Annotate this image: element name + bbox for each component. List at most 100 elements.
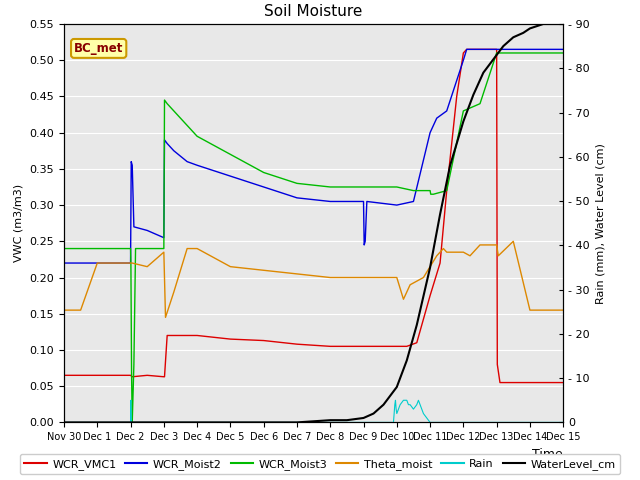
WCR_Moist2 bbox=[183, 159, 191, 165]
WCR_VMC1 bbox=[493, 47, 500, 52]
WCR_Moist2 bbox=[476, 47, 484, 52]
WCR_VMC1 bbox=[127, 372, 134, 378]
WCR_Moist2 bbox=[130, 224, 138, 230]
Rain bbox=[416, 402, 424, 408]
WCR_VMC1 bbox=[60, 372, 68, 378]
WCR_VMC1 bbox=[227, 336, 234, 342]
WCR_Moist2 bbox=[163, 141, 171, 146]
Theta_moist bbox=[559, 307, 567, 313]
WCR_VMC1 bbox=[376, 344, 384, 349]
Theta_moist bbox=[543, 307, 550, 313]
WCR_VMC1 bbox=[413, 340, 420, 346]
WaterLevel_cm bbox=[436, 212, 444, 217]
WCR_VMC1 bbox=[460, 50, 467, 56]
WCR_Moist3 bbox=[128, 369, 136, 374]
WaterLevel_cm bbox=[413, 322, 420, 328]
WCR_Moist2 bbox=[260, 184, 268, 190]
WaterLevel_cm bbox=[470, 92, 477, 98]
Theta_moist bbox=[460, 249, 467, 255]
WaterLevel_cm bbox=[343, 417, 351, 423]
WCR_Moist3 bbox=[129, 420, 136, 425]
WCR_VMC1 bbox=[543, 380, 550, 385]
WCR_VMC1 bbox=[77, 372, 84, 378]
Rain bbox=[420, 411, 428, 417]
WCR_VMC1 bbox=[463, 47, 470, 52]
WaterLevel_cm bbox=[446, 163, 454, 168]
Rain bbox=[396, 402, 404, 408]
WCR_Moist3 bbox=[326, 184, 334, 190]
Line: WCR_Moist3: WCR_Moist3 bbox=[64, 53, 563, 422]
Theta_moist bbox=[406, 282, 414, 288]
WCR_Moist3 bbox=[526, 50, 534, 56]
WaterLevel_cm bbox=[380, 402, 387, 408]
WCR_Moist2 bbox=[193, 162, 201, 168]
WCR_VMC1 bbox=[488, 47, 495, 52]
WaterLevel_cm bbox=[479, 70, 487, 75]
WCR_Moist2 bbox=[526, 47, 534, 52]
WCR_Moist3 bbox=[360, 184, 367, 190]
Rain bbox=[392, 402, 399, 408]
Rain bbox=[127, 402, 134, 408]
WCR_VMC1 bbox=[526, 380, 534, 385]
Text: BC_met: BC_met bbox=[74, 42, 124, 55]
WaterLevel_cm bbox=[532, 24, 540, 29]
Theta_moist bbox=[426, 264, 434, 270]
Theta_moist bbox=[476, 242, 484, 248]
WaterLevel_cm bbox=[193, 420, 201, 425]
Rain bbox=[143, 420, 151, 425]
Rain bbox=[390, 411, 398, 417]
Theta_moist bbox=[526, 307, 534, 313]
WCR_Moist3 bbox=[429, 192, 437, 197]
Rain bbox=[392, 406, 400, 412]
WaterLevel_cm bbox=[493, 52, 500, 58]
Theta_moist bbox=[160, 249, 168, 255]
WCR_Moist2 bbox=[410, 199, 417, 204]
WaterLevel_cm bbox=[326, 417, 334, 423]
WCR_Moist2 bbox=[509, 47, 517, 52]
WaterLevel_cm bbox=[403, 358, 411, 363]
Theta_moist bbox=[129, 260, 136, 266]
Theta_moist bbox=[260, 267, 268, 273]
WCR_Moist3 bbox=[427, 192, 435, 197]
WCR_Moist2 bbox=[363, 199, 371, 204]
Rain bbox=[399, 397, 407, 403]
WCR_VMC1 bbox=[393, 344, 401, 349]
WaterLevel_cm bbox=[227, 420, 234, 425]
WaterLevel_cm bbox=[460, 119, 467, 124]
WCR_Moist3 bbox=[170, 108, 178, 114]
WaterLevel_cm bbox=[520, 30, 527, 36]
WCR_VMC1 bbox=[110, 372, 118, 378]
WaterLevel_cm bbox=[260, 420, 268, 425]
Rain bbox=[395, 406, 403, 412]
WCR_VMC1 bbox=[559, 380, 567, 385]
WCR_Moist2 bbox=[143, 228, 151, 233]
WaterLevel_cm bbox=[526, 25, 534, 31]
Rain bbox=[60, 420, 68, 425]
WCR_Moist2 bbox=[362, 239, 369, 244]
WCR_Moist3 bbox=[559, 50, 567, 56]
WCR_VMC1 bbox=[403, 344, 411, 349]
Theta_moist bbox=[227, 264, 234, 270]
WCR_Moist2 bbox=[433, 115, 440, 121]
Title: Soil Moisture: Soil Moisture bbox=[264, 4, 363, 19]
Theta_moist bbox=[393, 275, 401, 280]
WCR_Moist2 bbox=[293, 195, 301, 201]
WaterLevel_cm bbox=[540, 21, 547, 27]
WCR_Moist2 bbox=[227, 173, 234, 179]
Theta_moist bbox=[509, 239, 517, 244]
WaterLevel_cm bbox=[509, 35, 517, 40]
Theta_moist bbox=[60, 307, 68, 313]
Theta_moist bbox=[493, 242, 500, 248]
WCR_Moist3 bbox=[143, 246, 151, 252]
WCR_VMC1 bbox=[161, 374, 168, 380]
WaterLevel_cm bbox=[499, 43, 507, 49]
Line: WCR_VMC1: WCR_VMC1 bbox=[64, 49, 563, 383]
WCR_Moist3 bbox=[476, 101, 484, 107]
WCR_Moist2 bbox=[77, 260, 84, 266]
Rain bbox=[403, 397, 411, 403]
WaterLevel_cm bbox=[160, 420, 168, 425]
WCR_Moist3 bbox=[160, 246, 168, 252]
WCR_Moist3 bbox=[163, 101, 171, 107]
WCR_Moist3 bbox=[543, 50, 550, 56]
Rain bbox=[418, 406, 426, 412]
